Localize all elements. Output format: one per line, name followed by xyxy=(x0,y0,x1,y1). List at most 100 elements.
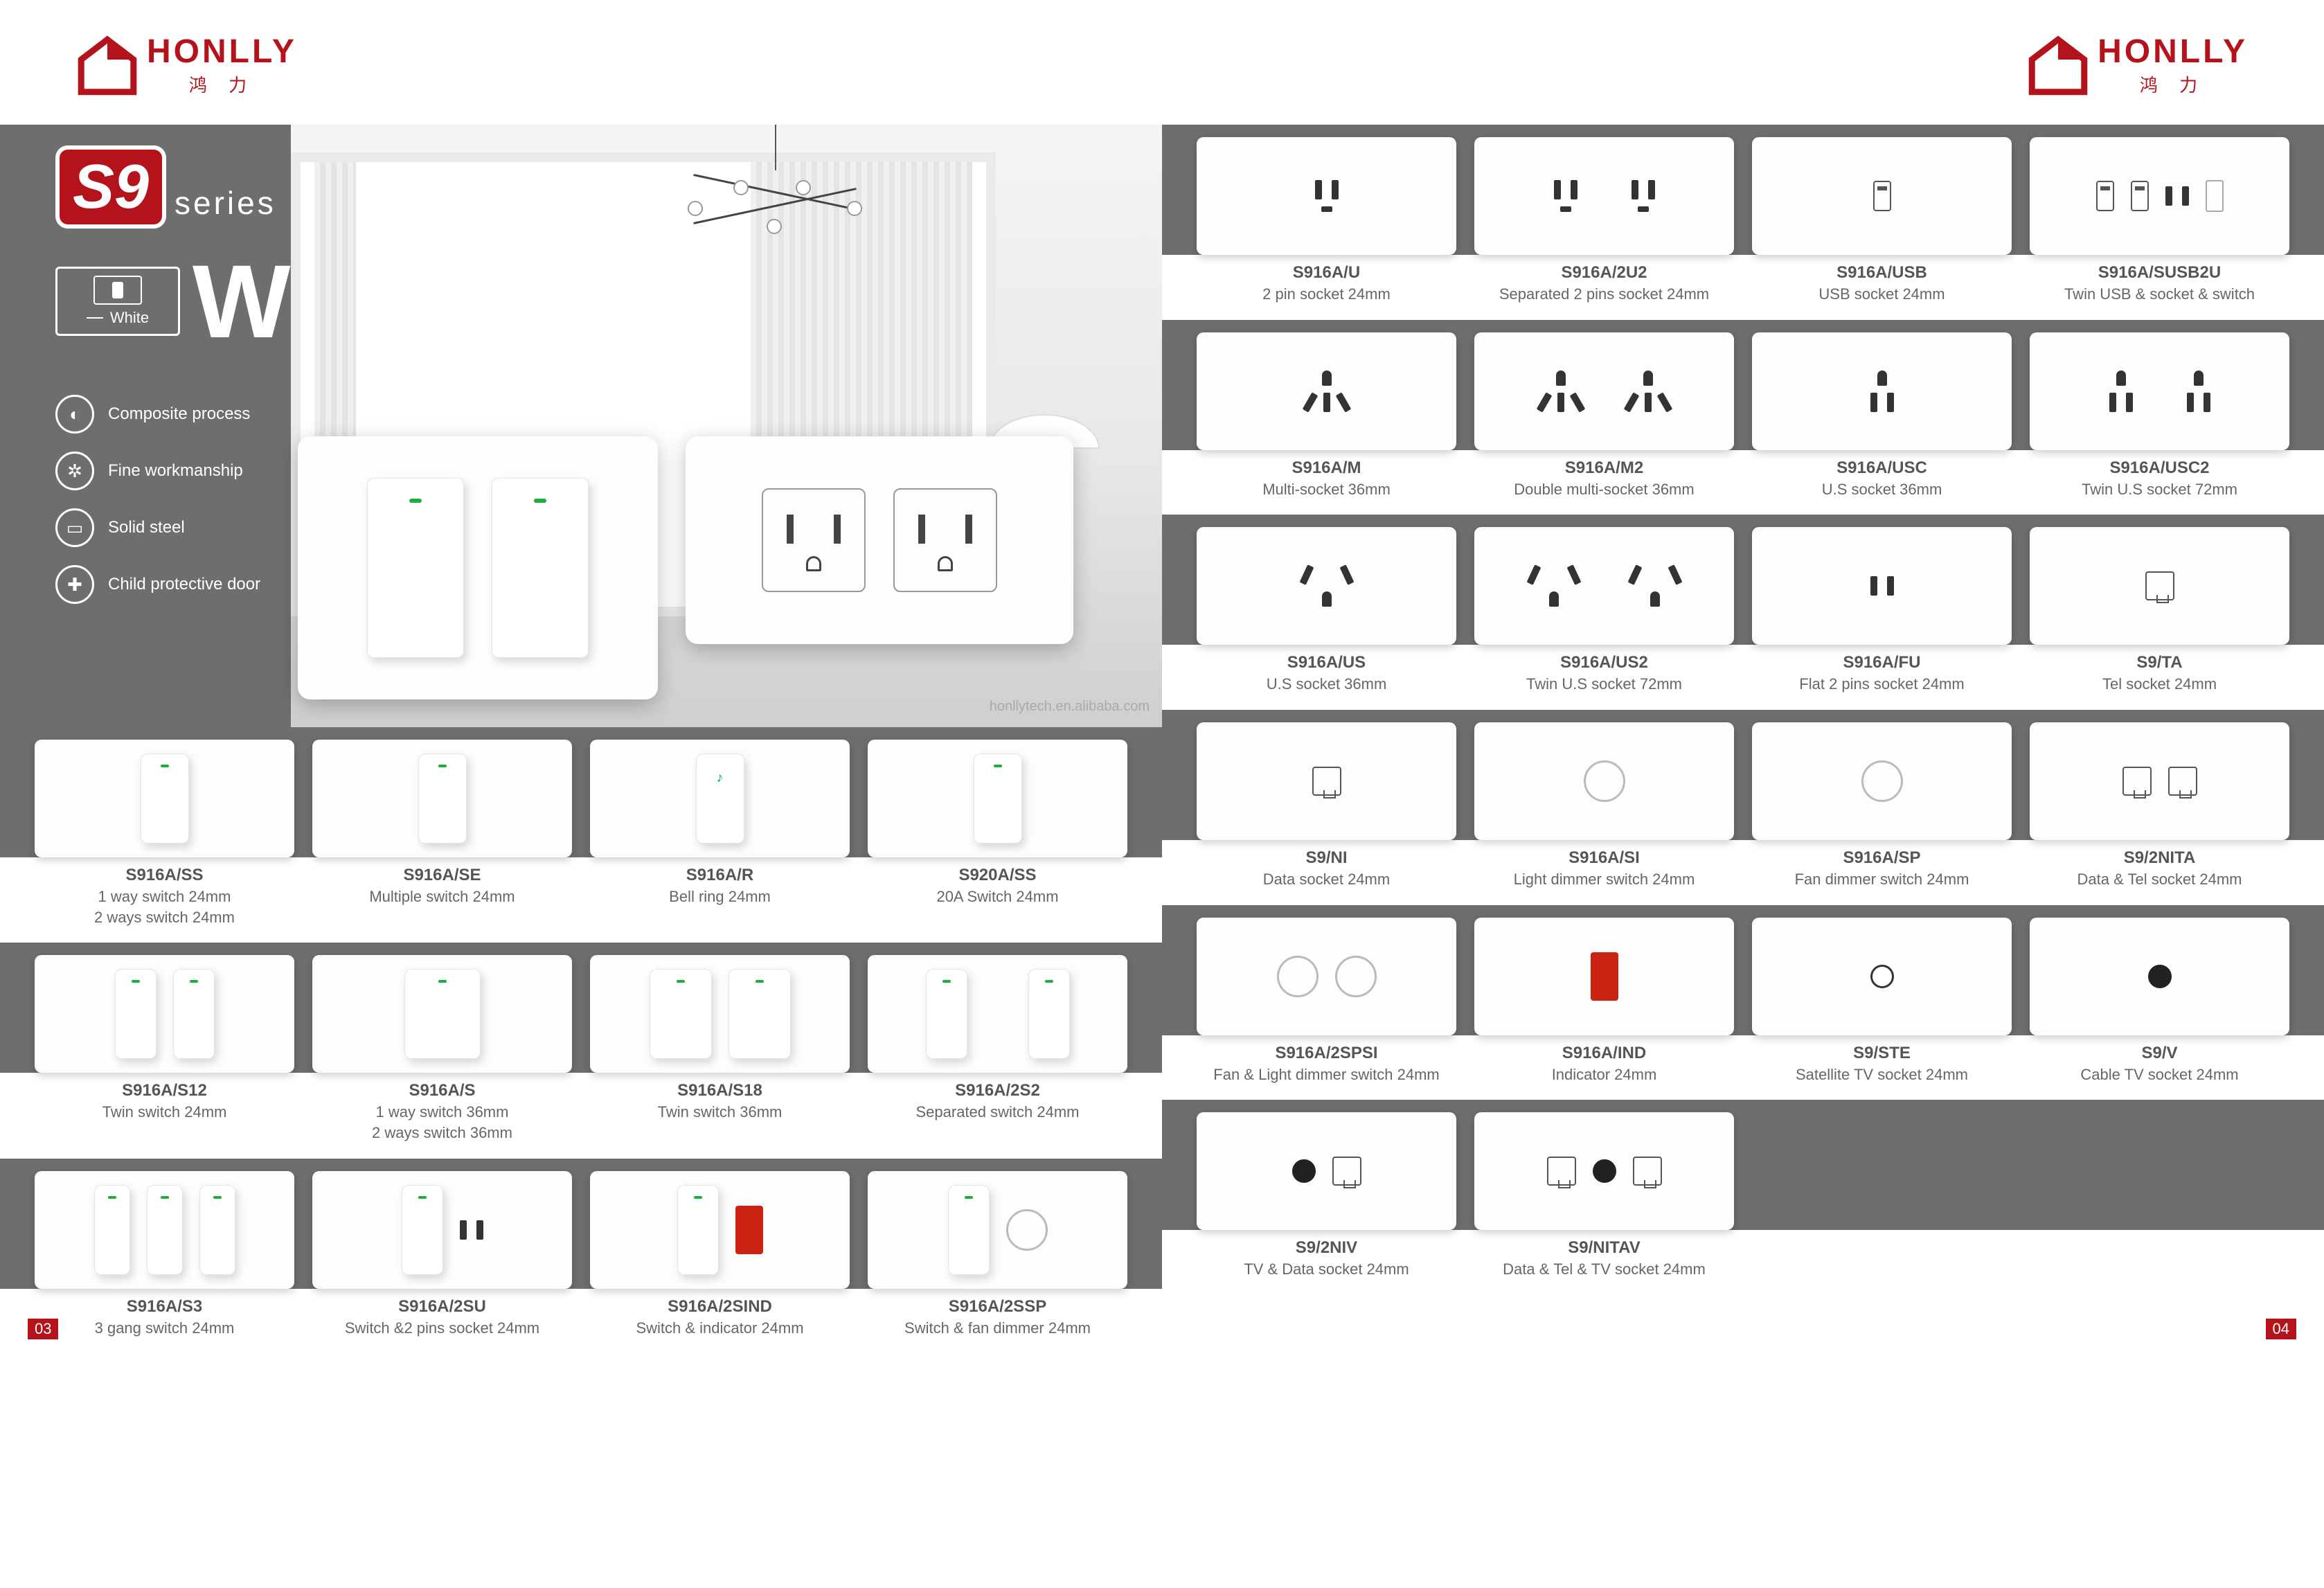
product-desc: Indicator 24mm xyxy=(1474,1064,1734,1085)
product-code: S916A/SS xyxy=(35,866,294,885)
product-desc: 1 way switch 24mm2 ways switch 24mm xyxy=(35,886,294,927)
product-plate xyxy=(1474,137,1734,255)
product-code: S916A/M xyxy=(1197,458,1456,478)
product-plate xyxy=(2030,332,2289,450)
product-code: S916A/US xyxy=(1197,653,1456,672)
product-label: S916A/USCU.S socket 36mm xyxy=(1752,458,2012,500)
left-grid: ♪S916A/SS1 way switch 24mm2 ways switch … xyxy=(0,727,1162,1353)
product-label: S916A/INDIndicator 24mm xyxy=(1474,1044,1734,1085)
product-plate xyxy=(1197,1112,1456,1230)
product-label: S916A/S12 Twin switch 24mm xyxy=(35,1081,294,1143)
feature-icon: ✚ xyxy=(55,565,94,604)
series-column: S9 series White W ◐Composite process✲Fin… xyxy=(55,145,291,604)
product-plate xyxy=(1474,722,1734,840)
product-code: S916A/S3 xyxy=(35,1297,294,1317)
product-desc: Bell ring 24mm xyxy=(590,886,850,907)
product-desc: U.S socket 36mm xyxy=(1752,479,2012,500)
feature-icon: ◐ xyxy=(55,395,94,434)
product-plate xyxy=(2030,527,2289,645)
product-desc: Multiple switch 24mm xyxy=(312,886,572,907)
product-desc: Double multi-socket 36mm xyxy=(1474,479,1734,500)
product-label: S9/2NITAData & Tel socket 24mm xyxy=(2030,848,2289,890)
brand-sub: 鸿 力 xyxy=(2098,71,2248,97)
product-label: S916A/US U.S socket 36mm xyxy=(1197,653,1456,695)
product-desc: USB socket 24mm xyxy=(1752,284,2012,305)
product-plate xyxy=(1197,722,1456,840)
product-code: S9/NITAV xyxy=(1474,1238,1734,1258)
product-plate xyxy=(1474,1112,1734,1230)
big-letter: W xyxy=(193,249,291,353)
feature-item: ✚Child protective door xyxy=(55,565,291,604)
product-label: S916A/SS1 way switch 24mm2 ways switch 2… xyxy=(35,866,294,927)
product-desc: Data socket 24mm xyxy=(1197,869,1456,890)
product-code: S916A/2SU xyxy=(312,1297,572,1317)
logo-right: HONLLY 鸿 力 xyxy=(2027,35,2248,97)
hero: S9 series White W ◐Composite process✲Fin… xyxy=(0,125,1162,727)
product-code: S9/STE xyxy=(1752,1044,2012,1063)
product-code: S916A/SE xyxy=(312,866,572,885)
feature-icon: ✲ xyxy=(55,452,94,490)
product-desc: 20A Switch 24mm xyxy=(868,886,1127,907)
product-label: S916A/US2Twin U.S socket 72mm xyxy=(1474,653,1734,695)
product-plate xyxy=(1197,527,1456,645)
product-code: S9/V xyxy=(2030,1044,2289,1063)
product-code: S916A/2SPSI xyxy=(1197,1044,1456,1063)
feature-item: ✲ Fine workmanship xyxy=(55,452,291,490)
product-label: S916A/2U2Separated 2 pins socket 24mm xyxy=(1474,263,1734,305)
right-grid: S916A/U2 pin socket 24mm S916A/2U2Separat… xyxy=(1162,125,2324,1295)
product-label: S916A/U2 pin socket 24mm xyxy=(1197,263,1456,305)
product-desc: 2 pin socket 24mm xyxy=(1197,284,1456,305)
product-desc: Twin switch 36mm xyxy=(590,1102,850,1123)
product-plate xyxy=(1752,527,2012,645)
product-label: S916A/SILight dimmer switch 24mm xyxy=(1474,848,1734,890)
hero-switch-plate xyxy=(298,436,658,699)
logo-icon xyxy=(76,35,138,97)
series-badge: S9 xyxy=(55,145,166,229)
product-label: S920A/SS20A Switch 24mm xyxy=(868,866,1127,927)
product-label: S9/NIData socket 24mm xyxy=(1197,848,1456,890)
product-code: S916A/2S2 xyxy=(868,1081,1127,1100)
product-label: S916A/S18Twin switch 36mm xyxy=(590,1081,850,1143)
product-desc: Separated 2 pins socket 24mm xyxy=(1474,284,1734,305)
product-code: S916A/FU xyxy=(1752,653,2012,672)
product-label: S916A/USC2Twin U.S socket 72mm xyxy=(2030,458,2289,500)
product-label: S916A/SPFan dimmer switch 24mm xyxy=(1752,848,2012,890)
product-label: S916A/S1 way switch 36mm2 ways switch 36… xyxy=(312,1081,572,1143)
product-plate xyxy=(312,955,572,1073)
product-code: S916A/SP xyxy=(1752,848,2012,868)
product-code: S916A/R xyxy=(590,866,850,885)
product-desc: Satellite TV socket 24mm xyxy=(1752,1064,2012,1085)
product-desc: 1 way switch 36mm2 ways switch 36mm xyxy=(312,1102,572,1143)
product-desc: Separated switch 24mm xyxy=(868,1102,1127,1123)
product-code: S916A/S12 xyxy=(35,1081,294,1100)
product-desc: U.S socket 36mm xyxy=(1197,674,1456,695)
feature-icon: ▭ xyxy=(55,508,94,547)
product-plate xyxy=(2030,137,2289,255)
product-desc: Twin USB & socket & switch xyxy=(2030,284,2289,305)
product-plate xyxy=(1197,918,1456,1035)
brand-name: HONLLY xyxy=(147,35,297,69)
product-plate xyxy=(1474,527,1734,645)
product-code: S9/TA xyxy=(2030,653,2289,672)
product-desc: Twin switch 24mm xyxy=(35,1102,294,1123)
product-plate xyxy=(35,740,294,857)
product-code: S9/2NIV xyxy=(1197,1238,1456,1258)
product-code: S916A/M2 xyxy=(1474,458,1734,478)
product-code: S916A/2SSP xyxy=(868,1297,1127,1317)
product-code: S916A/IND xyxy=(1474,1044,1734,1063)
product-plate xyxy=(35,955,294,1073)
page-number-left: 03 xyxy=(28,1319,58,1339)
product-desc: Multi-socket 36mm xyxy=(1197,479,1456,500)
product-desc: Switch & indicator 24mm xyxy=(590,1318,850,1339)
product-desc: Light dimmer switch 24mm xyxy=(1474,869,1734,890)
product-label: S916A/RBell ring 24mm xyxy=(590,866,850,927)
product-code: S920A/SS xyxy=(868,866,1127,885)
product-label: S916A/USBUSB socket 24mm xyxy=(1752,263,2012,305)
feature-text: Fine workmanship xyxy=(108,461,243,481)
product-label xyxy=(2030,1238,2289,1280)
product-desc: Twin U.S socket 72mm xyxy=(2030,479,2289,500)
product-label: S9/2NIVTV & Data socket 24mm xyxy=(1197,1238,1456,1280)
hero-socket-plate xyxy=(686,436,1073,644)
product-plate xyxy=(1474,918,1734,1035)
product-label: S9/VCable TV socket 24mm xyxy=(2030,1044,2289,1085)
